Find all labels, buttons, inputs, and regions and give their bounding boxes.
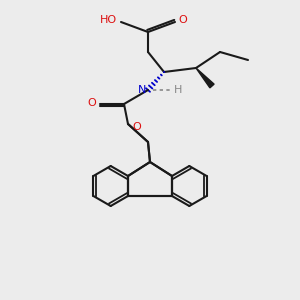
Text: HO: HO <box>99 15 117 25</box>
Text: N: N <box>138 85 146 95</box>
Text: H: H <box>174 85 182 95</box>
Text: O: O <box>88 98 96 108</box>
Text: O: O <box>133 122 141 132</box>
Text: O: O <box>178 15 188 25</box>
Polygon shape <box>196 68 214 88</box>
